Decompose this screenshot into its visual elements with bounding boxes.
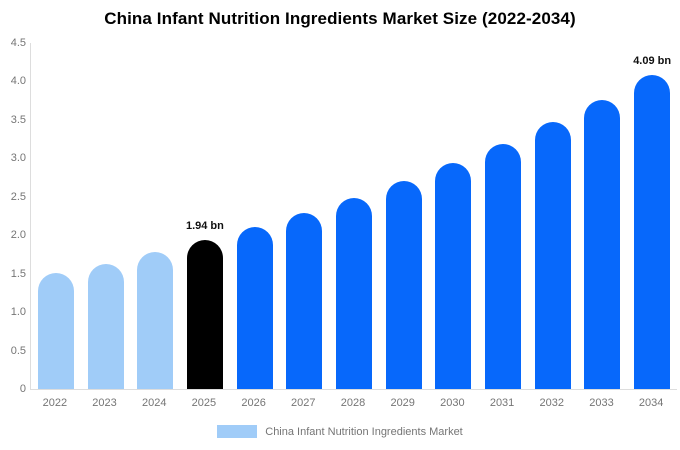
legend[interactable]: China Infant Nutrition Ingredients Marke… <box>0 425 680 438</box>
y-axis-tick-label: 3.0 <box>10 152 26 165</box>
y-axis-tick-label: 4.5 <box>10 37 26 49</box>
x-axis-tick-label: 2022 <box>42 397 68 409</box>
bar-value-label-2025: 1.94 bn <box>185 219 224 232</box>
x-axis-tick-label: 2023 <box>92 397 117 409</box>
bar-2027[interactable] <box>286 212 323 389</box>
y-axis-tick-label: 4.0 <box>10 75 26 88</box>
x-axis-tick-label: 2027 <box>291 397 316 409</box>
bar-2022[interactable] <box>37 272 74 389</box>
x-axis-tick-label: 2031 <box>489 397 515 409</box>
x-axis-tick-label: 2030 <box>440 397 465 409</box>
bar-2023[interactable] <box>87 264 124 389</box>
y-axis-tick-label: 1.0 <box>10 306 26 319</box>
bar-2028[interactable] <box>336 197 372 389</box>
legend-label: China Infant Nutrition Ingredients Marke… <box>265 425 463 438</box>
x-axis-tick-label: 2024 <box>141 397 167 409</box>
y-axis-tick-label: 2.0 <box>10 229 26 242</box>
bar-value-label-2034: 4.09 bn <box>633 54 672 67</box>
x-axis-tick-label: 2034 <box>638 397 664 409</box>
y-axis-tick-label: 2.5 <box>10 190 26 203</box>
bar-2024[interactable] <box>137 252 174 389</box>
bar-2032[interactable] <box>534 122 571 389</box>
bar-2034[interactable] <box>634 74 671 389</box>
x-axis-tick-label: 2026 <box>241 397 266 409</box>
bar-2033[interactable] <box>584 99 621 389</box>
bar-2029[interactable] <box>385 181 422 389</box>
y-axis: 0 0.5 1.0 1.5 2.0 2.5 3.0 3.5 4.0 4.5 <box>0 37 26 395</box>
x-axis-tick-label: 2033 <box>589 397 614 409</box>
chart-title: China Infant Nutrition Ingredients Marke… <box>104 9 576 28</box>
x-axis-tick-label: 2025 <box>191 397 217 409</box>
plot-area: 1.94 bn 4.09 bn <box>30 43 677 390</box>
x-axis-tick-label: 2032 <box>539 397 565 409</box>
y-axis-tick-label: 0 <box>19 383 26 395</box>
bar-2025[interactable] <box>186 239 223 389</box>
bar-2030[interactable] <box>435 162 472 389</box>
x-axis-tick-label: 2029 <box>390 397 415 409</box>
x-axis-tick-label: 2028 <box>340 397 366 409</box>
y-axis-tick-label: 3.5 <box>10 113 26 126</box>
y-axis-tick-label: 1.5 <box>10 267 26 280</box>
x-axis: 2022 2023 2024 2025 2026 2027 2028 2029 2030 2031… <box>30 397 676 411</box>
bar-2031[interactable] <box>485 143 522 389</box>
y-axis-tick-label: 0.5 <box>10 344 26 357</box>
bar-2026[interactable] <box>236 226 273 389</box>
legend-swatch <box>217 425 258 438</box>
